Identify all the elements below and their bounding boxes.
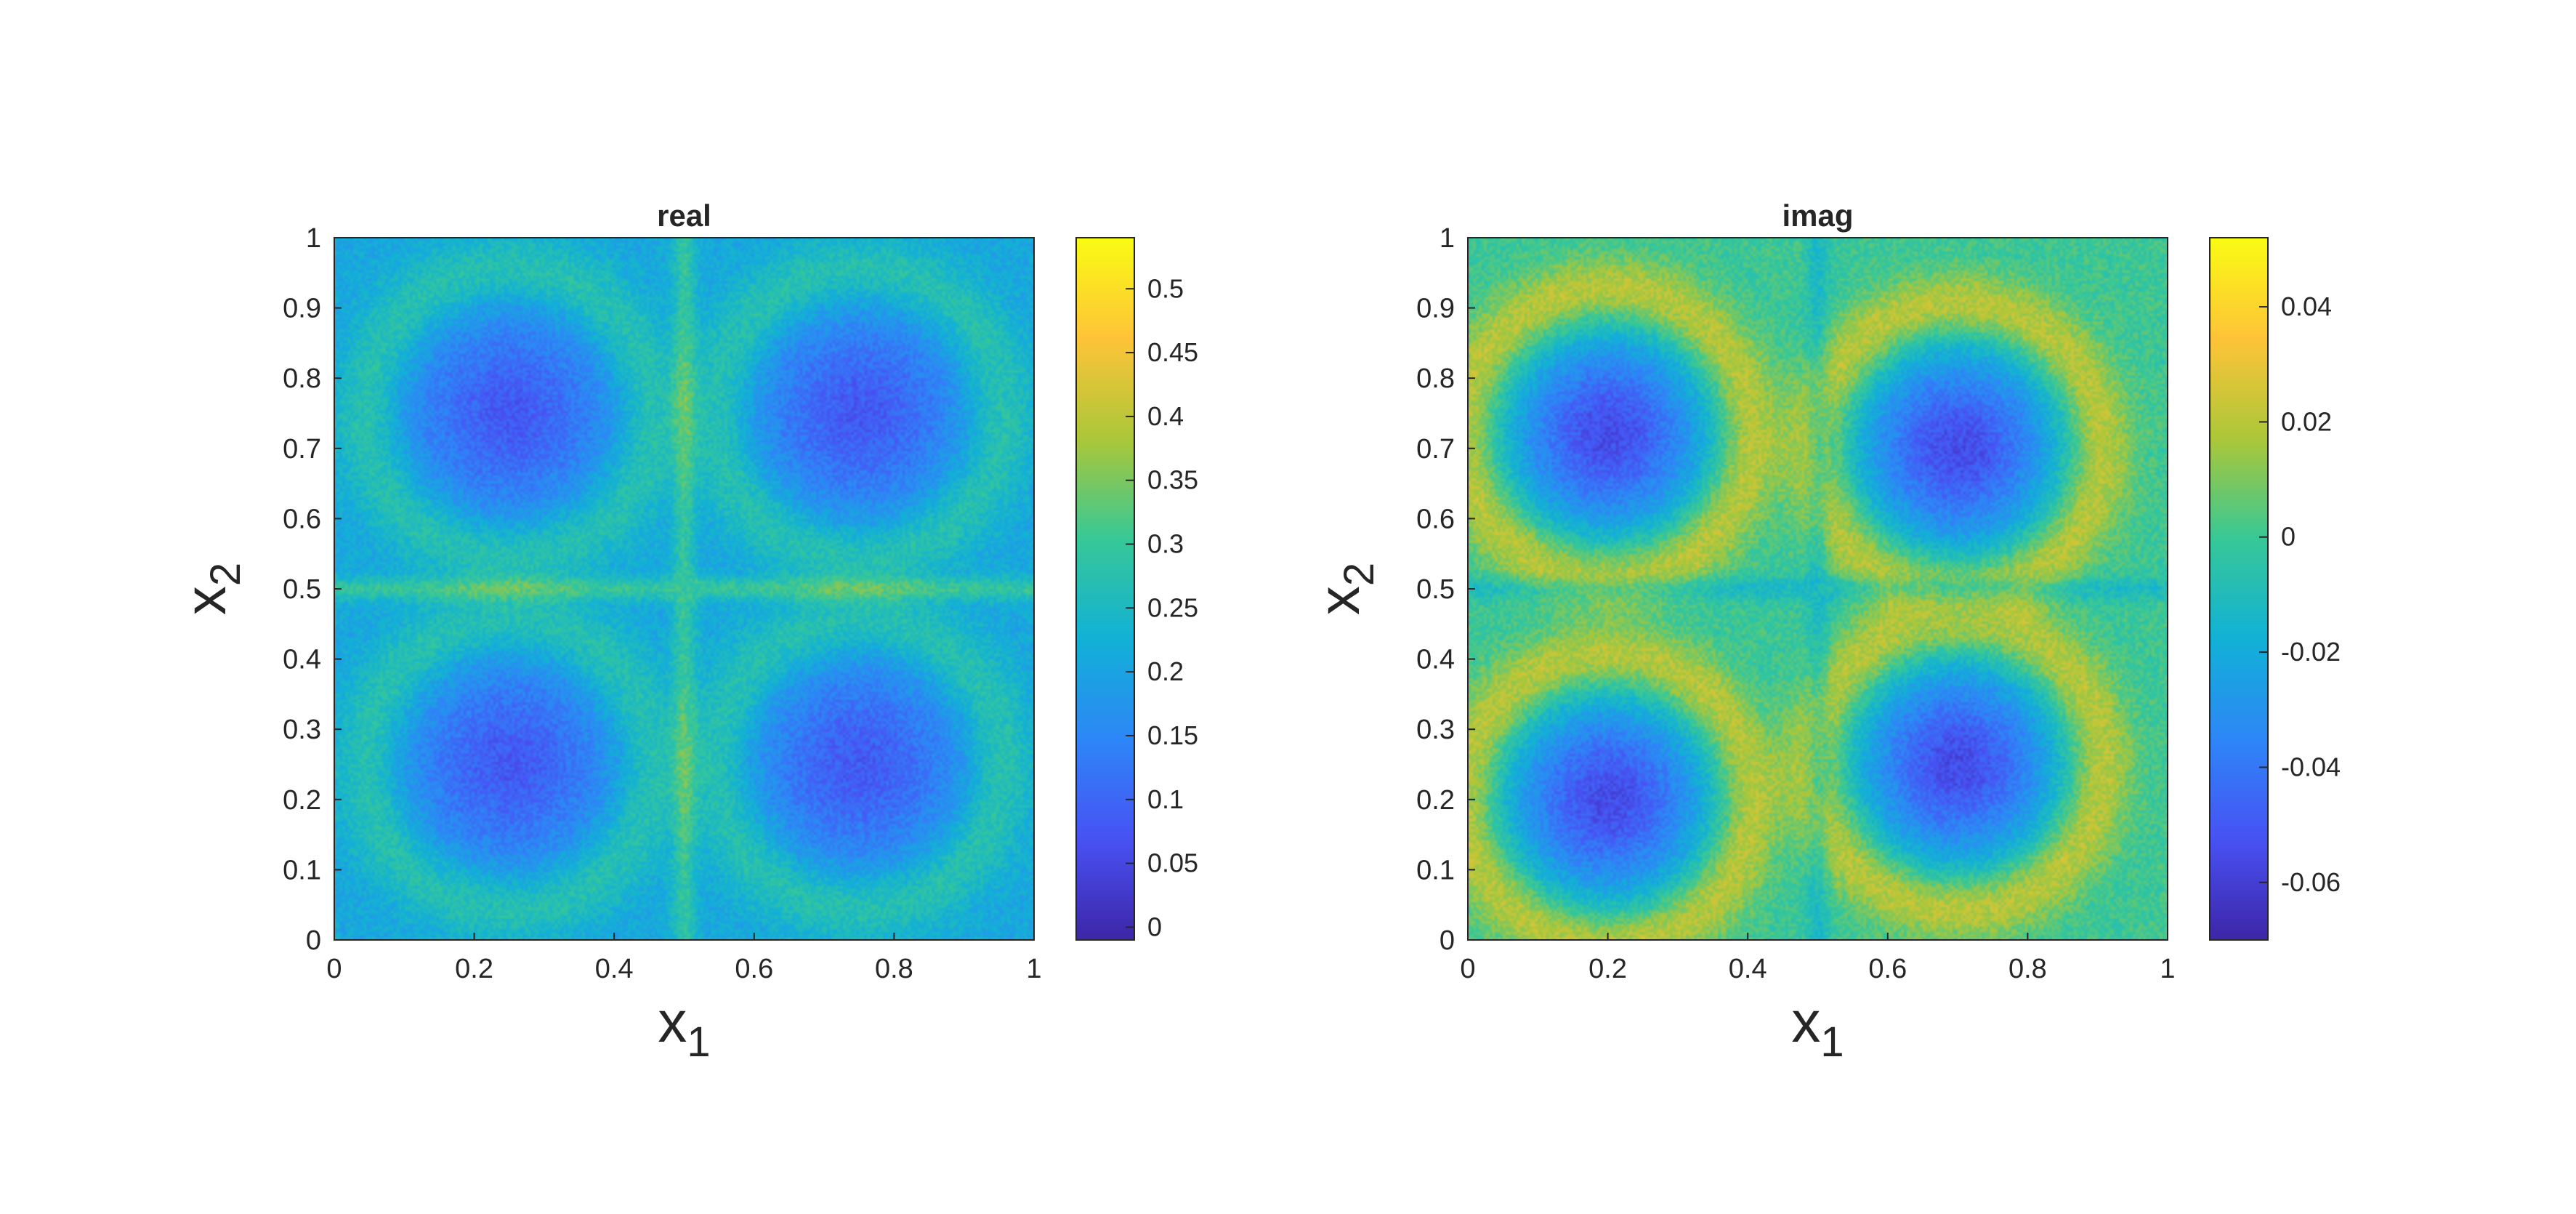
imag-y-axis-label: x2 — [1307, 563, 1383, 615]
real-colorbar-frame — [1075, 237, 1135, 941]
real-y-tick-label: 0.3 — [283, 715, 321, 745]
imag-x-label-subscript: 1 — [1820, 1018, 1844, 1066]
real-x-tick-label: 0.2 — [455, 954, 493, 984]
imag-y-tick-label: 0 — [1440, 925, 1455, 956]
imag-x-label-base: x — [1791, 989, 1820, 1054]
imag-colorbar-tick-label: -0.02 — [2281, 637, 2341, 667]
imag-y-tick-label: 0.8 — [1416, 363, 1455, 394]
real-y-axis-label: x2 — [173, 563, 249, 615]
real-y-ticks: 0 0.1 0.2 0.3 0.4 0.5 0.6 0.7 0.8 0.9 1 — [283, 223, 342, 956]
real-y-tick-label: 0.2 — [283, 785, 321, 816]
real-colorbar-tick-label: 0.5 — [1147, 273, 1184, 303]
real-colorbar-tick-label: 0.05 — [1147, 848, 1198, 878]
imag-heatmap — [1468, 238, 2168, 940]
real-colorbar-tick-label: 0.1 — [1147, 784, 1184, 814]
imag-y-tick-label: 0.5 — [1416, 574, 1455, 605]
imag-y-label-subscript: 2 — [1336, 563, 1383, 586]
imag-y-tick-label: 0.9 — [1416, 294, 1455, 324]
imag-x-tick-label: 0 — [1460, 954, 1475, 984]
imag-y-tick-label: 0.7 — [1416, 434, 1455, 465]
real-x-label-base: x — [658, 989, 687, 1054]
imag-x-tick-label: 0.6 — [1868, 954, 1907, 984]
imag-x-tick-label: 1 — [2160, 954, 2175, 984]
real-y-tick-label: 0.1 — [283, 855, 321, 885]
imag-y-ticks: 0 0.1 0.2 0.3 0.4 0.5 0.6 0.7 0.8 0.9 1 — [1416, 223, 1475, 956]
imag-colorbar-tick-label: 0.02 — [2281, 406, 2332, 436]
imag-x-tick-label: 0.2 — [1588, 954, 1627, 984]
real-y-tick-label: 0.5 — [283, 574, 321, 605]
imag-x-ticks: 0 0.2 0.4 0.6 0.8 1 — [1460, 933, 2176, 984]
imag-x-axis-label: x1 — [1791, 989, 1844, 1066]
real-colorbar-tick-label: 0.15 — [1147, 720, 1198, 750]
real-x-tick-label: 0.8 — [875, 954, 913, 984]
real-colorbar-tick-label: 0.4 — [1147, 401, 1184, 431]
imag-panel: imag 0 0.2 0.4 0.6 0.8 1 00.10.20.30.40.50.60… — [1307, 198, 2341, 1066]
imag-colorbar-tick-label: 0 — [2281, 522, 2296, 552]
real-panel: real 0 0.2 0.4 0.6 0.8 1 00.10.20.30.40.50.60… — [173, 198, 1198, 1066]
real-y-tick-label: 0.6 — [283, 504, 321, 534]
imag-colorbar-tick-label: 0.04 — [2281, 292, 2332, 321]
real-x-ticks: 0 0.2 0.4 0.6 0.8 1 — [326, 933, 1042, 984]
imag-x-tick-label: 0.8 — [2008, 954, 2047, 984]
imag-y-tick-label: 0.6 — [1416, 504, 1455, 534]
imag-y-tick-label: 0.2 — [1416, 785, 1455, 816]
imag-colorbar-ticks: -0.06 -0.04 -0.02 0 0.02 0.04 — [2259, 292, 2341, 897]
real-y-label-subscript: 2 — [202, 563, 249, 586]
imag-y-label-base: x — [1307, 586, 1371, 615]
real-y-tick-label: 0.4 — [283, 645, 321, 675]
imag-y-tick-label: 1 — [1440, 223, 1455, 254]
real-y-tick-label: 0 — [306, 925, 321, 956]
real-y-tick-label: 0.8 — [283, 363, 321, 394]
real-y-tick-label: 1 — [306, 223, 321, 254]
real-colorbar-tick-label: 0.2 — [1147, 656, 1184, 686]
real-y-tick-label: 0.7 — [283, 434, 321, 465]
imag-colorbar-tick-label: -0.04 — [2281, 752, 2341, 781]
real-x-tick-label: 1 — [1026, 954, 1041, 984]
real-colorbar-tick-label: 0.35 — [1147, 465, 1198, 495]
real-y-tick-label: 0.9 — [283, 294, 321, 324]
real-colorbar-tick-label: 0.45 — [1147, 337, 1198, 367]
real-colorbar-tick-label: 0 — [1147, 912, 1162, 941]
real-heatmap — [334, 238, 1034, 940]
real-colorbar-ticks: 0 0.05 0.1 0.15 0.2 0.25 0.3 0.35 0.4 0.45 0.5 — [1126, 273, 1198, 941]
imag-colorbar-frame — [2209, 237, 2269, 941]
imag-y-tick-label: 0.1 — [1416, 855, 1455, 885]
imag-colorbar — [2210, 238, 2268, 940]
real-x-tick-label: 0 — [326, 954, 342, 984]
real-colorbar-tick-label: 0.25 — [1147, 592, 1198, 622]
imag-colorbar-tick-label: -0.06 — [2281, 867, 2341, 897]
imag-y-tick-label: 0.4 — [1416, 645, 1455, 675]
imag-title: imag — [1782, 198, 1853, 233]
real-x-tick-label: 0.6 — [735, 954, 773, 984]
real-x-axis-label: x1 — [658, 989, 710, 1066]
imag-x-tick-label: 0.4 — [1729, 954, 1767, 984]
real-colorbar-tick-label: 0.3 — [1147, 529, 1184, 559]
real-title: real — [657, 198, 711, 233]
real-colorbar — [1076, 238, 1134, 940]
imag-y-tick-label: 0.3 — [1416, 715, 1455, 745]
real-y-label-base: x — [173, 586, 238, 615]
real-x-tick-label: 0.4 — [595, 954, 634, 984]
real-x-label-subscript: 1 — [687, 1018, 710, 1066]
